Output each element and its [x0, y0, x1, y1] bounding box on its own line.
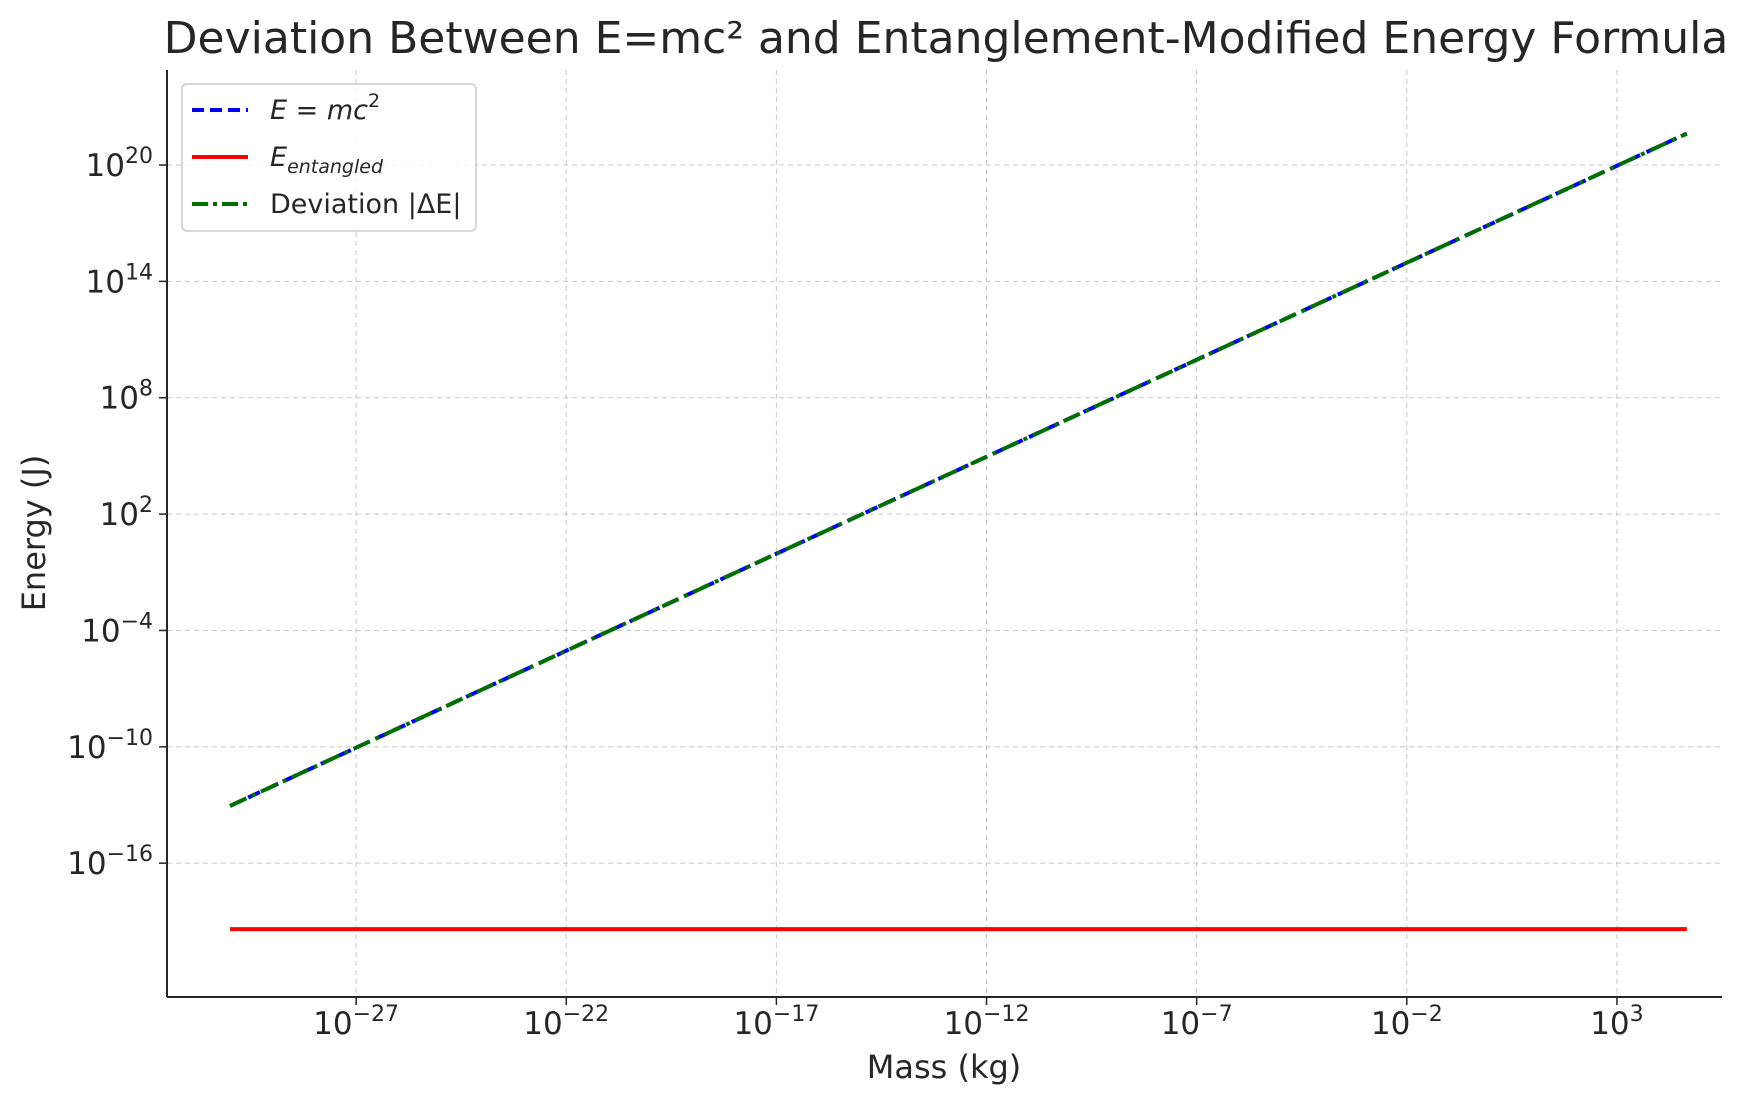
x-tick-label-2: 10−17 [733, 1002, 819, 1042]
legend-entry-2: Deviation |ΔE| [270, 189, 461, 220]
y-ticks: 1020 1014 108 102 10−4 10−10 10−16 [67, 144, 167, 882]
y-tick-label-6: 10−16 [67, 842, 153, 882]
x-tick-label-1: 10−22 [523, 1002, 609, 1042]
series-line-0 [229, 131, 1688, 808]
x-tick-label-4: 10−7 [1161, 1002, 1233, 1042]
x-axis-label: Mass (kg) [867, 1048, 1022, 1086]
series-line-2 [229, 131, 1688, 808]
y-tick-label-5: 10−10 [67, 726, 153, 766]
x-ticks: 10−27 10−22 10−17 10−12 10−7 10−2 103 [313, 997, 1644, 1042]
y-tick-label-4: 10−4 [81, 609, 153, 649]
legend-entry-0: E = mc2 [270, 90, 380, 126]
x-tick-label-6: 103 [1590, 1002, 1643, 1042]
y-tick-label-2: 108 [100, 377, 153, 417]
legend-box [181, 83, 477, 232]
plot-series [229, 131, 1688, 932]
x-tick-label-0: 10−27 [313, 1002, 399, 1042]
legend: E = mc2 Eentangled Deviation |ΔE| [181, 83, 477, 232]
x-tick-label-3: 10−12 [944, 1002, 1030, 1042]
chart-title: Deviation Between E=mc² and Entanglement… [164, 13, 1729, 64]
y-tick-label-3: 102 [100, 493, 153, 533]
y-tick-label-0: 1020 [86, 144, 153, 184]
y-tick-label-1: 1014 [86, 260, 153, 300]
legend-entry-1: Eentangled [270, 142, 384, 178]
y-axis-label: Energy (J) [15, 455, 53, 612]
x-tick-label-5: 10−2 [1371, 1002, 1443, 1042]
grid-lines [167, 70, 1722, 997]
